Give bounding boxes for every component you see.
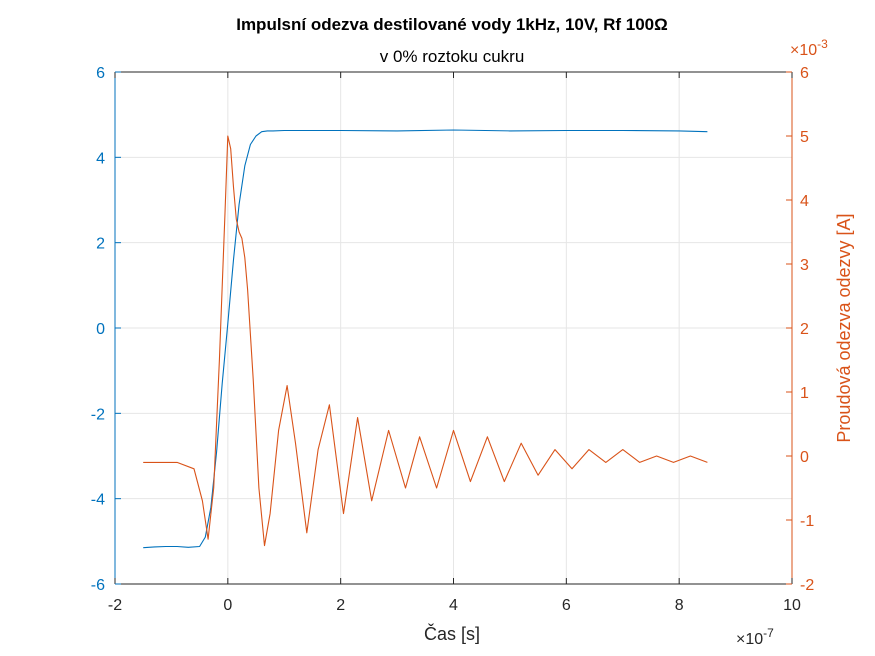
- y-right-tick-label-1: -1: [800, 513, 814, 530]
- x-axis-exponent: ×10-7: [736, 626, 774, 648]
- axes: [114, 71, 793, 585]
- x-tick-label-2: 2: [336, 597, 345, 614]
- left-series-group: [143, 129, 708, 549]
- x-tick-label-6: 10: [783, 597, 801, 614]
- y-right-tick-label-5: 3: [800, 257, 809, 274]
- x-tick-label-1: 0: [223, 597, 232, 614]
- series-line-left: [143, 129, 708, 549]
- x-exponent-power: -7: [763, 626, 774, 640]
- x-tick-labels: -2 0 2 4 6 8 10: [108, 597, 801, 614]
- y-right-axis-exponent: ×10-3: [790, 37, 828, 59]
- x-tick-label-5: 8: [675, 597, 684, 614]
- y-left-tick-label-2: -2: [91, 406, 105, 423]
- y-right-tick-labels: -2 -1 0 1 2 3 4 5 6: [800, 65, 814, 594]
- x-tick-label-3: 4: [449, 597, 458, 614]
- y-right-tick-label-8: 6: [800, 65, 809, 82]
- y-right-tick-label-3: 1: [800, 385, 809, 402]
- series-line-right: [143, 135, 708, 547]
- x-axis-label: Čas [s]: [424, 623, 480, 644]
- y-right-exponent-base: ×10: [790, 42, 817, 59]
- y-left-tick-label-4: 2: [96, 236, 105, 253]
- x-tick-label-4: 6: [562, 597, 571, 614]
- x-tick-label-0: -2: [108, 597, 122, 614]
- right-series-group: [143, 135, 708, 547]
- y-right-exponent-power: -3: [817, 37, 828, 51]
- y-left-tick-label-5: 4: [96, 150, 105, 167]
- y-right-tick-label-6: 4: [800, 193, 809, 210]
- y-left-tick-label-3: 0: [96, 321, 105, 338]
- y-left-tick-label-1: -4: [91, 492, 105, 509]
- y-left-tick-label-0: -6: [91, 577, 105, 594]
- chart-title: Impulsní odezva destilované vody 1kHz, 1…: [236, 15, 668, 34]
- y-right-tick-label-0: -2: [800, 577, 814, 594]
- chart-subtitle: v 0% roztoku cukru: [380, 47, 525, 66]
- y-left-tick-label-6: 6: [96, 65, 105, 82]
- y-right-axis-label: Proudová odezva odezvy [A]: [834, 213, 854, 442]
- x-exponent-base: ×10: [736, 631, 763, 648]
- y-left-tick-labels: -6 -4 -2 0 2 4 6: [91, 65, 105, 594]
- y-right-tick-label-7: 5: [800, 129, 809, 146]
- y-right-tick-label-2: 0: [800, 449, 809, 466]
- y-right-tick-label-4: 2: [800, 321, 809, 338]
